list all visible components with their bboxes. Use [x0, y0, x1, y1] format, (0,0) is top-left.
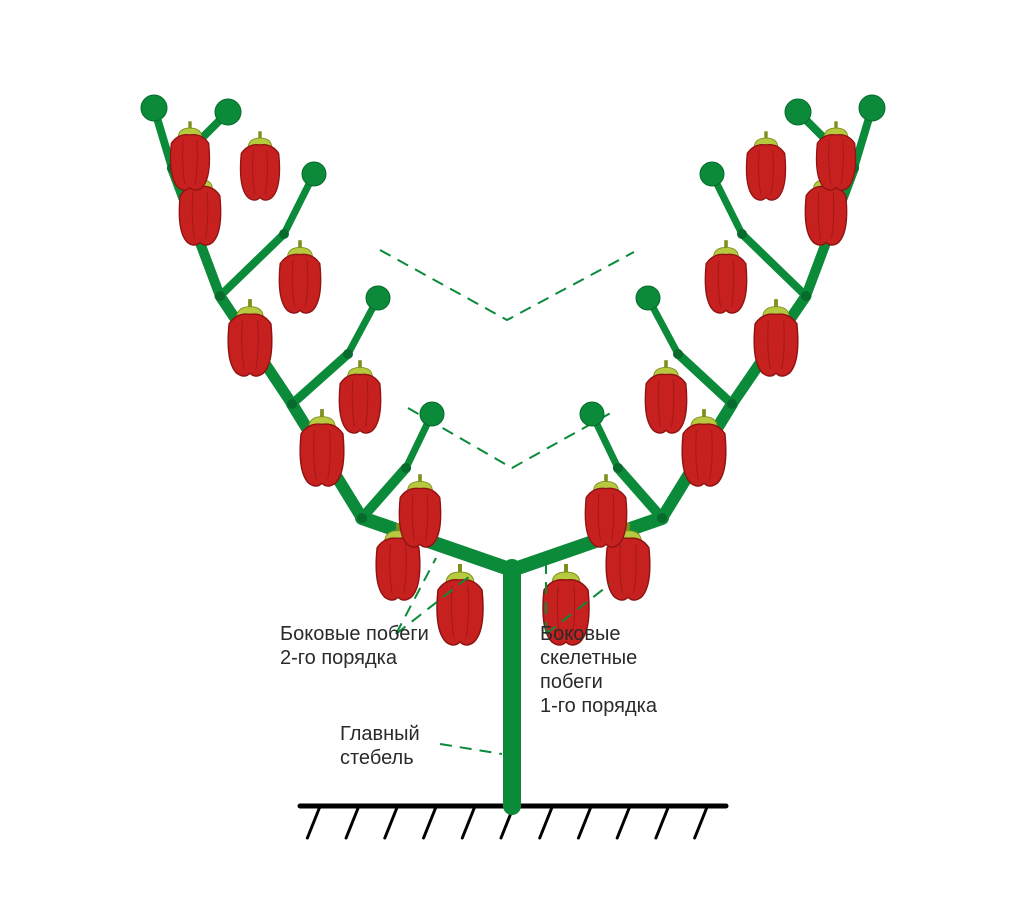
pepper-icon	[279, 240, 320, 313]
pepper-icon	[705, 240, 746, 313]
label-second-order: Боковые побеги2-го порядка	[280, 623, 429, 669]
pepper-icon	[339, 360, 380, 433]
pepper-icon	[240, 131, 279, 200]
pepper-icon	[645, 360, 686, 433]
pepper-plant-diagram: Боковые побеги2-го порядка Главныйстебель…	[0, 0, 1024, 916]
pepper-icon	[437, 564, 483, 645]
pepper-icon	[585, 474, 626, 547]
pepper-icon	[746, 131, 785, 200]
label-main-stem: Главныйстебель	[340, 723, 420, 769]
pepper-icon	[399, 474, 440, 547]
label-first-order: Боковыескелетныепобеги1-го порядка	[540, 623, 658, 717]
